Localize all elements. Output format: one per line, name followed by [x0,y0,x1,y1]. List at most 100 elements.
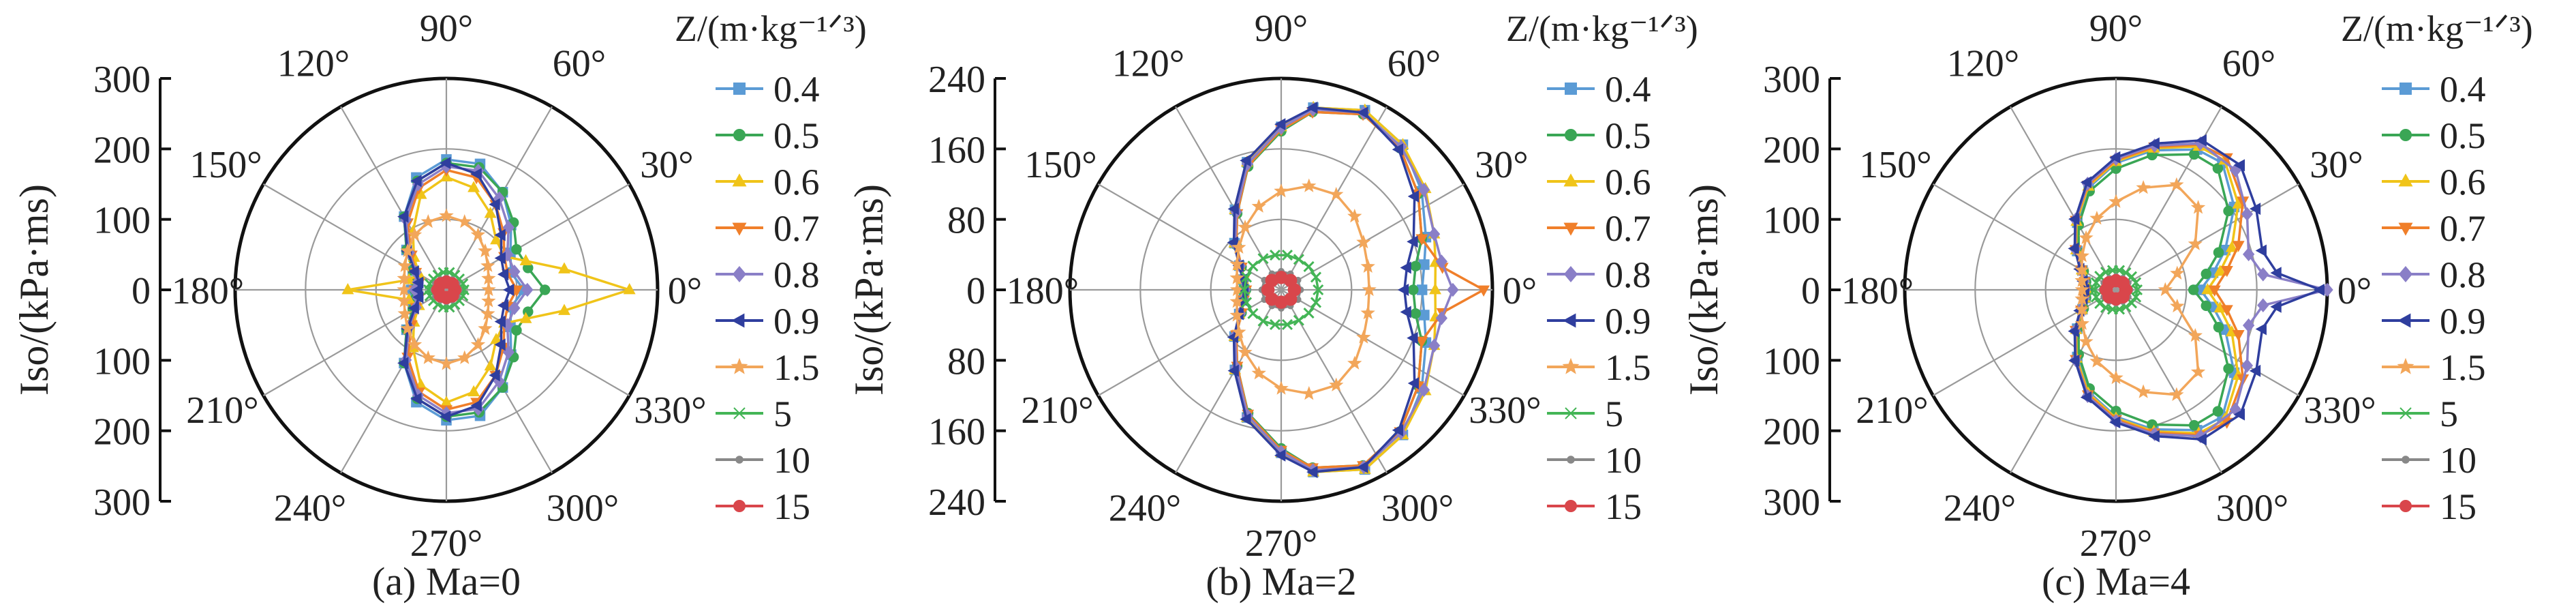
data-point [2109,151,2121,164]
legend-swatch-marker [731,357,748,374]
data-point [1313,284,1324,296]
legend-swatch-marker [2399,407,2412,419]
data-point [1477,285,1490,297]
data-point [2188,327,2203,342]
data-point [1407,190,1420,203]
data-point [1257,253,1269,265]
data-point [2190,200,2206,214]
angle-label: 0° [2337,270,2372,312]
polar-grid-spoke [340,289,447,474]
data-point [490,333,503,344]
data-point [484,207,497,218]
data-point [1269,318,1281,330]
data-point [2148,137,2160,150]
data-point [539,284,551,295]
angle-label: 120° [277,43,350,85]
data-point [2074,262,2089,277]
data-point [1400,261,1411,274]
radial-tick-label: 100 [93,340,151,383]
data-point [2190,364,2206,378]
radial-tick-label: 160 [928,129,985,171]
data-point [397,357,409,370]
legend-swatch-marker [2397,357,2414,374]
data-point [1407,377,1420,390]
data-point [1303,307,1315,319]
data-point [2255,244,2267,257]
data-point [1356,235,1371,249]
data-point [1240,271,1253,283]
legend-swatch-marker [732,222,747,236]
legend-title: Z/(m·kg⁻¹ᐟ³) [1506,8,1698,49]
data-point [2241,358,2254,373]
legend-swatch-marker [2399,83,2412,95]
radial-tick-label: 200 [1763,129,1820,171]
data-point [1238,220,1253,234]
data-point [1392,143,1404,156]
legend-swatch-marker [731,313,745,328]
legend-swatch-marker [2399,129,2412,141]
data-point [1410,308,1421,319]
legend-entry-label: 0.6 [1605,162,1651,203]
data-point [511,243,522,255]
data-point [440,157,451,169]
angle-label: 90° [2089,8,2143,50]
data-point [2232,241,2245,252]
radial-tick-label: 100 [93,200,151,242]
data-point [2213,247,2224,258]
data-point [1231,239,1246,254]
data-point [457,350,472,364]
polar-grid-spoke [2115,183,2300,291]
radial-tick-label: 200 [93,129,151,171]
legend-swatch-marker [733,83,746,95]
data-point [2158,282,2173,297]
data-point [2313,284,2325,296]
data-point [1428,338,1441,353]
data-point [2188,419,2200,431]
polar-grid-spoke [1175,106,1282,291]
data-point [412,291,424,303]
data-point [2241,207,2254,222]
data-point [519,312,532,323]
angle-label: 150° [189,144,262,186]
legend-swatch-marker [1567,456,1575,464]
legend-entry-label: 1.5 [2440,347,2486,388]
data-point [397,293,412,308]
radial-tick-label: 80 [947,340,985,383]
data-point [397,306,412,321]
angle-label: 330° [634,389,706,432]
data-point [1293,314,1304,326]
angle-label: 30° [640,144,693,186]
legend-entry-label: 1.5 [1605,347,1651,388]
data-point [623,283,636,295]
data-point [2223,205,2234,217]
legend-entry-label: 0.8 [1605,254,1651,295]
data-point [2188,236,2203,250]
data-point [1360,258,1375,273]
data-point [1416,284,1428,295]
radial-tick-label: 100 [1763,200,1820,242]
legend-entry-label: 0.8 [773,254,820,295]
legend-entry-label: 0.4 [1605,69,1651,110]
legend-entry-label: 0.5 [1605,115,1651,156]
angle-label: 0° [668,270,702,312]
legend-entry-label: 0.7 [773,208,820,249]
data-point [2068,325,2079,338]
angle-label: 270° [410,522,482,565]
data-point [1227,331,1238,344]
data-point [558,262,570,273]
data-point [2130,277,2142,288]
data-point [558,303,570,315]
data-point [1229,308,1244,322]
radial-tick-label: 200 [93,411,151,454]
angle-label: 300° [1381,488,1454,530]
data-point [1347,355,1362,370]
data-point [407,337,423,351]
polar-chart-1: 0° 30° 60° 90° 120° 150° 180° 210° 240° 270° 300° 3… [12,8,867,604]
data-point [420,213,435,228]
data-point [410,175,422,188]
legend-swatch-marker [1563,266,1578,282]
angle-label: 240° [1109,488,1181,530]
radial-tick-label: 200 [1763,411,1820,454]
data-point [408,265,419,278]
